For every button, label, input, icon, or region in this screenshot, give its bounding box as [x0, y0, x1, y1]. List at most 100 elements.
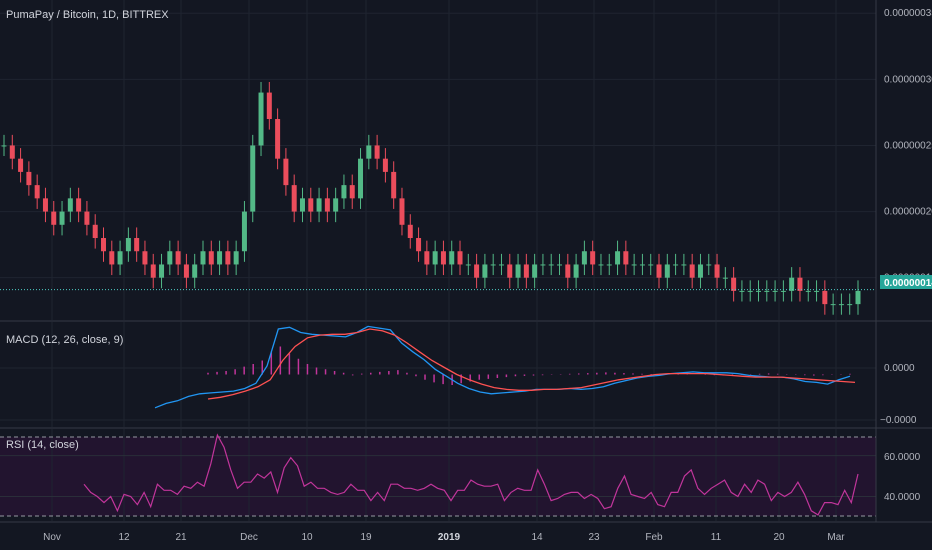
candle-body: [225, 251, 231, 265]
time-axis-label: 23: [588, 532, 600, 543]
time-axis-label: 19: [360, 532, 372, 543]
candle-body: [374, 145, 380, 159]
macd-tick-1: −0.0000: [880, 415, 917, 426]
rsi-pane[interactable]: 60.0000 40.0000 RSI (14, close): [0, 429, 921, 521]
candle-body: [299, 198, 305, 212]
price-tick-label: 0.00000020: [884, 207, 932, 218]
rsi-legend: RSI (14, close): [6, 439, 79, 451]
rsi-band-fill: [0, 437, 876, 516]
candle-body: [18, 158, 24, 172]
time-axis-label: 21: [175, 532, 187, 543]
candle-body: [780, 290, 786, 292]
candle-body: [117, 251, 123, 265]
candle-body: [764, 290, 770, 292]
candle-body: [241, 211, 247, 252]
candle-body: [838, 304, 844, 306]
time-axis-label: Mar: [827, 532, 845, 543]
price-tick-label: 0.00000035: [884, 8, 932, 19]
candle-body: [631, 264, 637, 266]
candle-body: [681, 264, 687, 266]
candle-body: [34, 185, 40, 199]
candle-body: [598, 264, 604, 266]
candle-body: [606, 264, 612, 266]
time-axis-label: 11: [711, 532, 722, 543]
candle-body: [664, 264, 670, 278]
candle-body: [275, 119, 281, 159]
candle-body: [9, 145, 15, 159]
price-y-axis[interactable]: 0.00000035 0.00000030 0.00000025 0.00000020…: [884, 8, 932, 283]
candle-body: [540, 264, 546, 266]
candle-body: [465, 264, 471, 266]
rsi-tick-40: 40.0000: [884, 492, 921, 503]
candle-body: [391, 171, 397, 199]
candle-body: [581, 251, 587, 265]
candle-body: [283, 158, 289, 186]
candle-body: [416, 238, 422, 252]
candle-body: [739, 290, 745, 292]
time-axis-label: Feb: [645, 532, 663, 543]
signal-line: [207, 328, 856, 400]
candle-body: [498, 264, 504, 266]
candle-body: [59, 211, 65, 225]
candle-body: [192, 264, 198, 278]
price-tick-label: 0.00000030: [884, 74, 932, 85]
candle-body: [656, 264, 662, 278]
candle-body: [208, 251, 214, 265]
candle-body: [308, 198, 314, 212]
candle-body: [217, 251, 223, 265]
candle-body: [756, 290, 762, 292]
time-axis[interactable]: Nov 12 21 Dec 10 19 2019 14 23 Feb 11 20 Mar: [43, 532, 845, 543]
candle-body: [399, 198, 405, 225]
candle-body: [200, 251, 206, 265]
last-price-tag-label: 0.00000014: [884, 278, 932, 289]
time-axis-label: 10: [301, 532, 313, 543]
macd-pane[interactable]: 0.0000 −0.0000 MACD (12, 26, close, 9): [0, 322, 917, 427]
candle-body: [557, 264, 563, 266]
candle-body: [474, 264, 480, 278]
price-candles: [1, 81, 861, 315]
candle-body: [366, 145, 372, 159]
candle-body: [615, 251, 621, 265]
candle-body: [573, 264, 579, 278]
candle-body: [349, 185, 355, 199]
candle-body: [731, 277, 737, 291]
candle-body: [333, 198, 339, 212]
candle-body: [134, 238, 140, 252]
candle-body: [67, 198, 73, 212]
candle-body: [258, 92, 264, 146]
last-price-tag: [880, 275, 932, 289]
candle-body: [789, 277, 795, 291]
macd-legend: MACD (12, 26, close, 9): [6, 334, 123, 346]
time-axis-label: 20: [773, 532, 785, 543]
candle-body: [341, 185, 347, 199]
candle-body: [639, 264, 645, 266]
candle-body: [847, 304, 853, 306]
candle-body: [855, 290, 861, 305]
candle-body: [689, 264, 695, 278]
candle-body: [706, 264, 712, 266]
candle-body: [490, 264, 496, 266]
candle-body: [697, 264, 703, 278]
candle-body: [830, 304, 836, 306]
candle-body: [424, 251, 430, 265]
time-axis-label: 14: [531, 532, 543, 543]
candle-body: [358, 158, 364, 199]
price-tick-label: 0.00000025: [884, 140, 932, 151]
candle-body: [183, 264, 189, 278]
candle-body: [747, 290, 753, 292]
candle-body: [84, 211, 90, 225]
candle-body: [797, 277, 803, 291]
macd-line: [154, 325, 851, 409]
candle-body: [814, 290, 820, 292]
candle-body: [722, 277, 728, 279]
candle-body: [250, 145, 256, 212]
price-pane[interactable]: 0.00000035 0.00000030 0.00000025 0.00000020…: [0, 0, 932, 320]
candle-body: [76, 198, 82, 212]
candle-body: [291, 185, 297, 212]
candle-body: [548, 264, 554, 266]
time-axis-label: Dec: [240, 532, 258, 543]
candle-body: [532, 264, 538, 278]
rsi-tick-60: 60.0000: [884, 452, 921, 463]
candle-body: [714, 264, 720, 278]
